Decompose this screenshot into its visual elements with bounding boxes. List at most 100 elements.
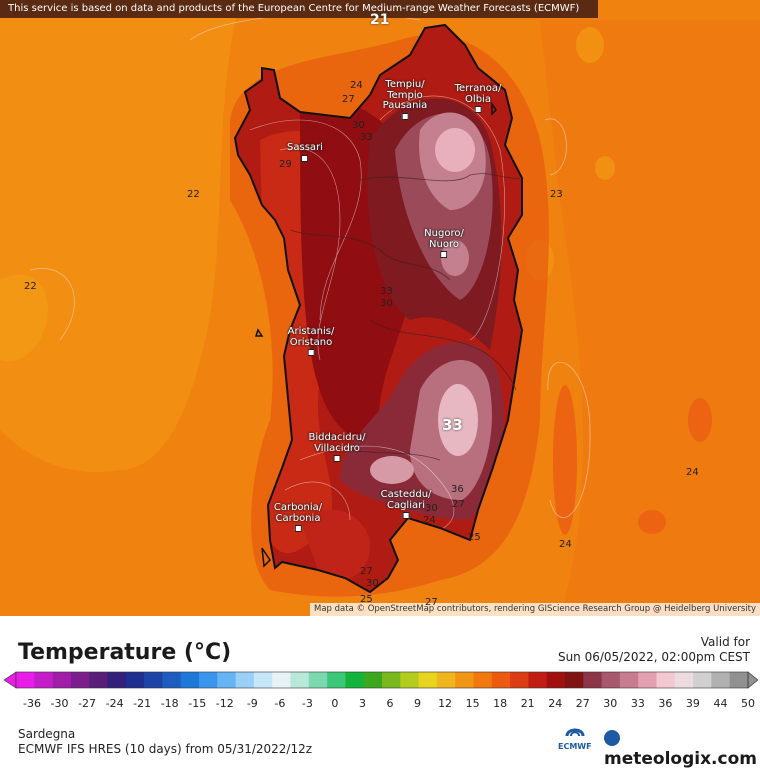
scale-swatch — [455, 672, 474, 688]
contour-label: 25 — [468, 532, 481, 543]
scale-tick-label: -21 — [133, 697, 152, 710]
scale-swatch — [619, 672, 639, 688]
scale-swatch — [601, 672, 621, 688]
contour-label: 30 — [380, 298, 393, 309]
contour-label: 30 — [366, 578, 379, 589]
city-label-sassari: Sassari — [287, 142, 323, 162]
scale-swatch — [546, 672, 566, 688]
scale-tick-label: -30 — [50, 697, 69, 710]
contour-label: 36 — [451, 484, 464, 495]
scale-swatch — [217, 672, 237, 688]
contour-label: 24 — [423, 515, 436, 526]
contour-label: 22 — [24, 281, 37, 292]
scale-tick-label: -9 — [246, 697, 258, 710]
scale-swatch — [16, 672, 35, 688]
contour-label: 21 — [370, 12, 390, 28]
city-marker — [294, 525, 302, 532]
contour-label: 24 — [559, 539, 572, 550]
scale-swatch — [89, 672, 108, 688]
meteologix-icon — [604, 730, 620, 746]
contour-label: 24 — [686, 467, 699, 478]
scale-arrow-right — [747, 671, 759, 689]
scale-swatch — [711, 672, 731, 688]
scale-swatch — [327, 672, 346, 688]
city-marker — [440, 251, 448, 258]
scale-tick-label: -6 — [274, 697, 286, 710]
legend-title: Temperature (°C) — [18, 640, 232, 665]
city-label-carbonia: Carbonia/Carbonia — [274, 502, 322, 532]
contour-label: 27 — [360, 566, 373, 577]
scale-swatch — [491, 672, 511, 688]
source-banner: This service is based on data and produc… — [0, 0, 598, 18]
scale-tick-label: 50 — [741, 697, 755, 710]
city-label-olbia: Terranoa/Olbia — [455, 83, 501, 113]
scale-tick-label: 21 — [520, 697, 535, 710]
scale-tick-label: 18 — [493, 697, 508, 710]
scale-tick-label: 27 — [575, 697, 590, 710]
contour-label: 25 — [360, 594, 373, 605]
scale-swatch — [565, 672, 584, 688]
contour-label: 24 — [350, 80, 363, 91]
scale-tick-label: 3 — [358, 697, 366, 710]
scale-tick-label: -27 — [78, 697, 97, 710]
city-marker — [402, 512, 410, 519]
scale-swatch — [70, 672, 90, 688]
scale-swatch — [583, 672, 603, 688]
contour-label: 30 — [352, 120, 365, 131]
scale-swatch — [473, 672, 493, 688]
contour-label: 33 — [442, 416, 463, 434]
scale-swatch — [638, 672, 657, 688]
valid-label: Valid for — [700, 635, 750, 649]
contour-label: 22 — [187, 189, 200, 200]
scale-tick-label: 0 — [331, 697, 339, 710]
city-label-tempio: Tempiu/Tempio Pausania — [383, 79, 427, 120]
scale-swatch — [510, 672, 529, 688]
contour-label: 27 — [425, 597, 438, 608]
scale-swatch — [144, 672, 163, 688]
scale-swatch — [345, 672, 365, 688]
scale-swatch — [528, 672, 548, 688]
scale-swatch — [290, 672, 310, 688]
city-label-nuoro: Nugoro/Nuoro — [424, 228, 464, 258]
scale-tick-label: -15 — [188, 697, 207, 710]
scale-swatch — [107, 672, 127, 688]
scale-tick-label: 44 — [713, 697, 728, 710]
model-info: ECMWF IFS HRES (10 days) from 05/31/2022… — [18, 742, 313, 756]
meteologix-logo[interactable]: meteologix.com — [604, 729, 760, 769]
contour-label: 23 — [550, 189, 563, 200]
city-marker — [307, 349, 315, 356]
contour-label: 33 — [360, 132, 373, 143]
scale-swatch — [125, 672, 145, 688]
scale-arrow-left — [3, 671, 17, 689]
map-canvas — [0, 0, 760, 616]
scale-swatch — [253, 672, 273, 688]
scale-tick-label: 30 — [603, 697, 618, 710]
scale-swatch — [674, 672, 694, 688]
contour-label: 29 — [279, 159, 292, 170]
ecmwf-icon — [565, 728, 585, 737]
scale-swatch — [34, 672, 54, 688]
region-name: Sardegna — [18, 727, 76, 741]
city-label-oristano: Aristanis/Oristano — [288, 326, 334, 356]
scale-tick-label: 15 — [465, 697, 480, 710]
city-marker — [301, 154, 309, 162]
contour-label: 27 — [452, 499, 465, 510]
scale-swatch — [400, 672, 420, 688]
scale-swatch — [308, 672, 328, 688]
scale-swatch — [363, 672, 383, 688]
scale-tick-label: 33 — [630, 697, 645, 710]
contour-label: 33 — [380, 286, 393, 297]
scale-swatch — [418, 672, 438, 688]
temperature-map[interactable]: This service is based on data and produc… — [0, 0, 760, 616]
scale-tick-label: 12 — [438, 697, 453, 710]
city-label-villacidro: Biddacidru/Villacidro — [309, 432, 365, 462]
scale-swatch — [162, 672, 182, 688]
scale-tick-label: -12 — [215, 697, 234, 710]
color-scale-bar — [3, 671, 759, 689]
scale-tick-label: 39 — [685, 697, 700, 710]
city-label-cagliari: Casteddu/Cagliari — [381, 489, 431, 519]
scale-tick-label: -18 — [160, 697, 179, 710]
scale-swatch — [382, 672, 401, 688]
legend-panel: Temperature (°C) Valid for Sun 06/05/202… — [0, 616, 760, 769]
scale-tick-label: 24 — [548, 697, 563, 710]
